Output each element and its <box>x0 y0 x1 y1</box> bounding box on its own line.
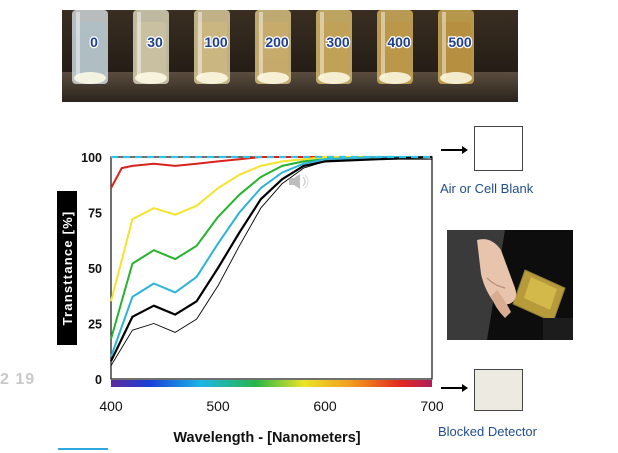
tube-highlight <box>442 12 446 78</box>
tube-highlight <box>259 12 263 78</box>
air-blank-box <box>474 126 523 171</box>
y-tick-label: 100 <box>81 151 102 165</box>
arrow-head-blank-icon <box>462 146 468 154</box>
series-line-4 <box>110 156 432 358</box>
tube-base-glow <box>257 72 289 84</box>
bottom-accent-line <box>58 448 108 450</box>
y-tick-label: 50 <box>88 262 102 276</box>
tube-concentration-label: 500 <box>448 34 472 50</box>
speaker-icon[interactable] <box>289 174 309 189</box>
hand-holding-cuvette-photo <box>447 230 573 340</box>
tube-liquid <box>197 22 227 80</box>
tube-concentration-label: 0 <box>90 34 98 50</box>
tube-highlight <box>320 12 324 78</box>
tube-liquid <box>319 22 349 80</box>
tube-base-glow <box>318 72 350 84</box>
y-tick-label: 0 <box>95 373 102 387</box>
plot-area <box>110 156 433 380</box>
tube-liquid <box>380 22 410 80</box>
blocked-detector-box <box>474 369 523 411</box>
tube-base-glow <box>379 72 411 84</box>
x-axis-label: Wavelength - [Nanometers] <box>173 430 360 446</box>
air-blank-label: Air or Cell Blank <box>440 181 534 196</box>
tube-highlight <box>198 12 202 78</box>
slide-number: 2 19 <box>0 371 36 388</box>
tube-concentration-label: 400 <box>387 34 411 50</box>
blocked-detector-label: Blocked Detector <box>438 424 537 439</box>
tube-highlight <box>76 12 80 78</box>
arrow-head-blocked-icon <box>462 384 468 392</box>
y-axis-label-background <box>57 191 77 345</box>
test-tubes-photo: 0 30 100 200 300 400 500 <box>62 10 518 102</box>
x-tick-label: 700 <box>420 398 444 414</box>
x-tick-label: 600 <box>313 398 337 414</box>
x-tick-label: 500 <box>206 398 230 414</box>
x-tick-label: 400 <box>99 398 123 414</box>
y-tick-label: 25 <box>88 318 102 332</box>
tube-liquid <box>441 22 471 80</box>
tube-highlight <box>137 12 141 78</box>
tube-base-glow <box>74 72 106 84</box>
tube-concentration-label: 200 <box>265 34 289 50</box>
tube-base-glow <box>440 72 472 84</box>
tube-concentration-label: 30 <box>147 34 163 50</box>
y-axis-label: Transttance [%] <box>60 211 75 326</box>
tube-concentration-label: 100 <box>204 34 228 50</box>
tube-concentration-label: 300 <box>326 34 350 50</box>
tube-liquid <box>258 22 288 80</box>
series-line-2 <box>110 156 432 302</box>
y-tick-label: 75 <box>88 207 102 221</box>
series-line-6 <box>110 158 432 366</box>
visible-spectrum-bar <box>111 380 432 387</box>
tube-base-glow <box>135 72 167 84</box>
tube-highlight <box>381 12 385 78</box>
tube-liquid <box>75 22 105 80</box>
tube-base-glow <box>196 72 228 84</box>
tube-liquid <box>136 22 166 80</box>
